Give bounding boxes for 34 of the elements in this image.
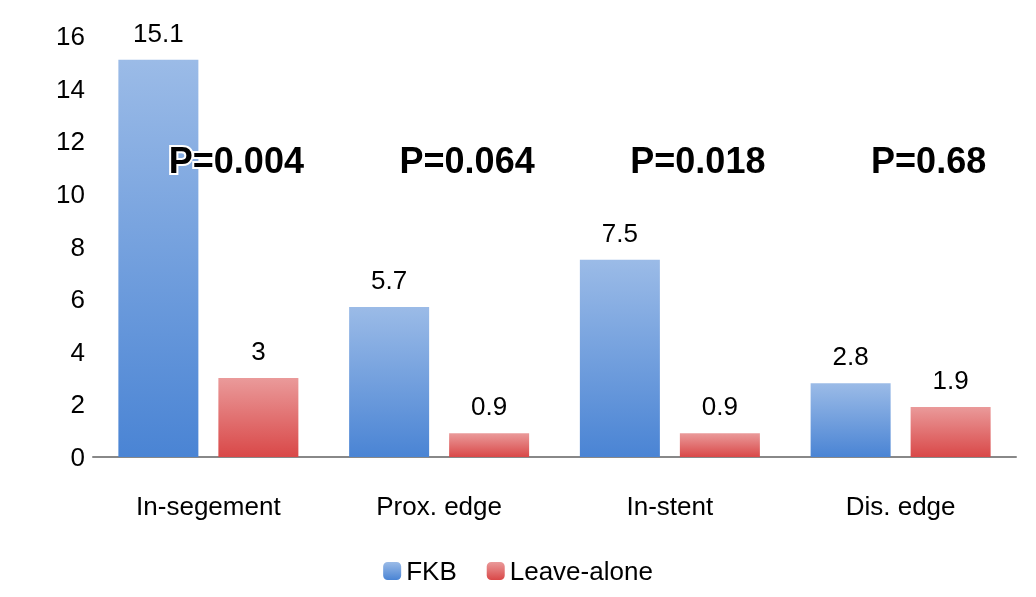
y-tick-label: 4 xyxy=(70,336,85,367)
annotation: P=0.004 xyxy=(168,139,304,181)
bar xyxy=(679,433,760,457)
y-tick-label: 2 xyxy=(70,389,85,420)
y-tick-label: 12 xyxy=(56,126,85,157)
bar xyxy=(579,259,660,457)
y-tick-label: 0 xyxy=(70,442,85,472)
data-label: 7.5 xyxy=(601,217,638,248)
data-label: 0.9 xyxy=(701,391,738,422)
data-label: 15.1 xyxy=(133,17,184,48)
data-label: 0.9 xyxy=(471,391,508,422)
y-tick-label: 16 xyxy=(56,21,85,51)
y-tick-label: 6 xyxy=(70,284,85,315)
annotation: P=0.018 xyxy=(630,139,766,181)
legend-label: Leave-alone xyxy=(509,556,653,586)
x-tick-label: Prox. edge xyxy=(376,491,502,521)
y-tick-label: 10 xyxy=(56,178,85,209)
data-label: 1.9 xyxy=(932,365,969,396)
data-label: 3 xyxy=(251,336,266,367)
data-label: 5.7 xyxy=(371,265,408,296)
bar xyxy=(910,407,991,457)
x-tick-label: In-segement xyxy=(136,491,282,521)
bar xyxy=(218,378,299,457)
bar xyxy=(349,307,430,457)
x-tick-label: In-stent xyxy=(626,491,714,521)
bar xyxy=(810,383,891,457)
y-tick-label: 8 xyxy=(70,231,85,262)
data-label: 2.8 xyxy=(832,341,869,372)
y-tick-label: 14 xyxy=(56,73,85,104)
bar xyxy=(449,433,530,457)
annotation: P=0.064 xyxy=(399,139,535,181)
legend-label: FKB xyxy=(406,556,457,586)
x-tick-label: Dis. edge xyxy=(845,491,956,521)
annotation: P=0.68 xyxy=(871,139,987,181)
